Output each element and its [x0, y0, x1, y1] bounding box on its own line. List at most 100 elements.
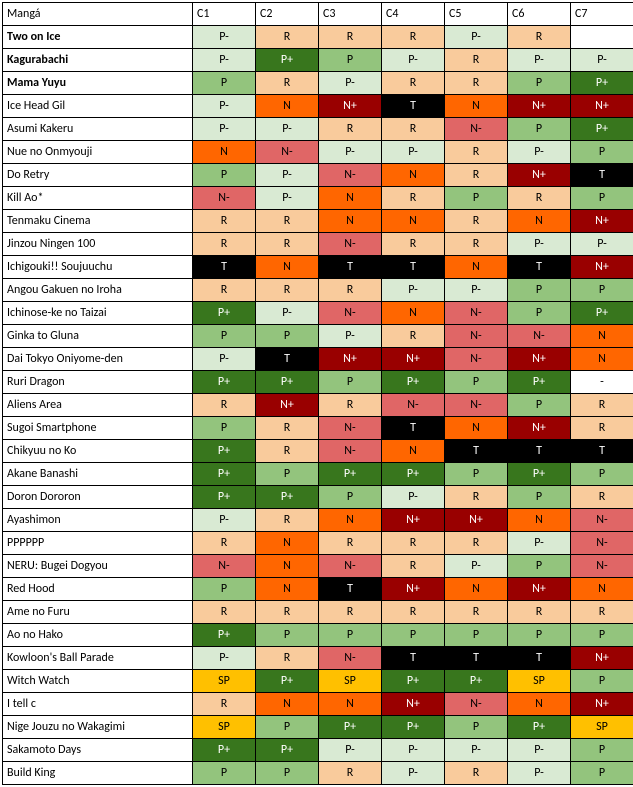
rank-cell: R — [571, 417, 633, 440]
rank-cell: P+ — [193, 624, 256, 647]
rank-cell: N- — [319, 647, 382, 670]
rank-cell: P- — [193, 26, 256, 49]
rank-cell: P- — [193, 118, 256, 141]
rank-cell: P — [571, 279, 633, 302]
rank-cell: N — [256, 532, 319, 555]
rank-cell: P — [445, 624, 508, 647]
rank-cell: P- — [319, 141, 382, 164]
rank-cell: P- — [256, 302, 319, 325]
rank-cell: R — [382, 555, 445, 578]
rank-cell: P- — [508, 739, 571, 762]
rank-cell: N+ — [571, 210, 633, 233]
rank-cell: SP — [508, 670, 571, 693]
rank-cell: R — [319, 762, 382, 785]
manga-name: Aliens Area — [3, 394, 193, 417]
rank-cell: P- — [445, 555, 508, 578]
manga-name: Mama Yuyu — [3, 72, 193, 95]
rank-cell: P+ — [193, 486, 256, 509]
rank-cell: R — [256, 647, 319, 670]
rank-cell: P — [193, 325, 256, 348]
rank-cell: R — [319, 601, 382, 624]
rank-cell: P- — [193, 95, 256, 118]
manga-name: Two on Ice — [3, 26, 193, 49]
rank-cell: N — [256, 578, 319, 601]
rank-cell: P- — [382, 762, 445, 785]
header-c6: C6 — [508, 3, 571, 26]
rank-cell: P — [256, 624, 319, 647]
rank-cell: P — [571, 670, 633, 693]
rank-cell: R — [382, 26, 445, 49]
rank-cell: R — [256, 440, 319, 463]
rank-cell: R — [193, 279, 256, 302]
rank-cell: N — [382, 210, 445, 233]
rank-cell: N- — [445, 348, 508, 371]
rank-cell: N+ — [571, 647, 633, 670]
rank-cell: P+ — [193, 739, 256, 762]
rank-cell: P — [256, 716, 319, 739]
rank-cell: R — [193, 210, 256, 233]
manga-name: Jinzou Ningen 100 — [3, 233, 193, 256]
manga-name: Ayashimon — [3, 509, 193, 532]
rank-cell: T — [445, 647, 508, 670]
rank-cell: R — [319, 394, 382, 417]
rank-cell: R — [193, 532, 256, 555]
rank-cell: N- — [571, 509, 633, 532]
rank-cell: P+ — [382, 670, 445, 693]
table-row: Mama YuyuPRP-RRPP+ — [3, 72, 633, 95]
rank-cell: N+ — [508, 578, 571, 601]
table-row: Sakamoto DaysP+P+P-P-P-P-P — [3, 739, 633, 762]
manga-name: Nue no Onmyouji — [3, 141, 193, 164]
rank-cell: P- — [571, 49, 633, 72]
ranking-table: Mangá C1 C2 C3 C4 C5 C6 C7 Two on IceP-R… — [2, 2, 633, 785]
table-row: Chikyuu no KoP+RN-NTTT — [3, 440, 633, 463]
table-row: Build KingPPRP-RP-P — [3, 762, 633, 785]
rank-cell: T — [319, 578, 382, 601]
table-row: Kowloon's Ball ParadeP-RN-TTTN+ — [3, 647, 633, 670]
manga-name: Sugoi Smartphone — [3, 417, 193, 440]
table-row: Nue no OnmyoujiNN-P-P-RP-P — [3, 141, 633, 164]
table-row: Aliens AreaRN+RN-N-PR — [3, 394, 633, 417]
rank-cell: P- — [193, 647, 256, 670]
manga-name: Ginka to Gluna — [3, 325, 193, 348]
rank-cell: R — [445, 164, 508, 187]
rank-cell: SP — [319, 670, 382, 693]
rank-cell: T — [382, 256, 445, 279]
rank-cell: R — [445, 532, 508, 555]
rank-cell: P — [193, 417, 256, 440]
rank-cell: P- — [193, 348, 256, 371]
rank-cell: N- — [319, 440, 382, 463]
rank-cell: N- — [382, 394, 445, 417]
rank-cell: P — [508, 279, 571, 302]
rank-cell: R — [508, 187, 571, 210]
rank-cell: P+ — [382, 716, 445, 739]
rank-cell: N — [571, 325, 633, 348]
manga-name: Sakamoto Days — [3, 739, 193, 762]
rank-cell: P — [508, 302, 571, 325]
rank-cell: N- — [445, 118, 508, 141]
rank-cell: N- — [193, 555, 256, 578]
rank-cell: P- — [508, 49, 571, 72]
rank-cell: R — [445, 49, 508, 72]
rank-cell: P — [193, 72, 256, 95]
rank-cell: P- — [571, 233, 633, 256]
manga-name: Red Hood — [3, 578, 193, 601]
table-row: Red HoodPNTN+NN+N — [3, 578, 633, 601]
rank-cell: R — [256, 233, 319, 256]
rank-cell: N — [382, 440, 445, 463]
rank-cell: P- — [508, 532, 571, 555]
rank-cell: P — [508, 555, 571, 578]
manga-name: NERU: Bugei Dogyou — [3, 555, 193, 578]
rank-cell: P — [382, 624, 445, 647]
rank-cell: P — [508, 72, 571, 95]
rank-cell: N+ — [571, 256, 633, 279]
rank-cell: N — [319, 693, 382, 716]
manga-name: Do Retry — [3, 164, 193, 187]
rank-cell: SP — [193, 670, 256, 693]
rank-cell: N — [382, 164, 445, 187]
rank-cell: N+ — [256, 394, 319, 417]
rank-cell: P+ — [508, 371, 571, 394]
table-row: Ginka to GlunaPPP-RN-N-N — [3, 325, 633, 348]
rank-cell: P — [508, 394, 571, 417]
rank-cell: SP — [571, 716, 633, 739]
table-row: Ichigouki!! SoujuuchuTNTTNTN+ — [3, 256, 633, 279]
